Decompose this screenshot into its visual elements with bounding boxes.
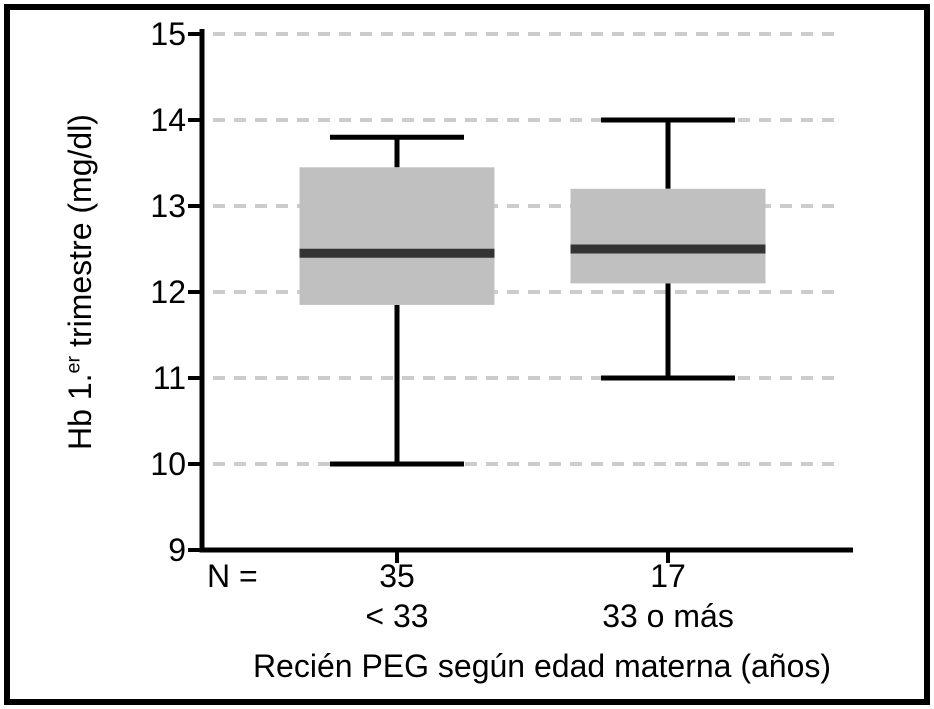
y-tick-label: 12 xyxy=(150,274,186,310)
n-value: 35 xyxy=(379,558,415,594)
y-tick-label: 14 xyxy=(150,102,186,138)
y-tick-label: 11 xyxy=(152,360,186,396)
x-category-label: < 33 xyxy=(365,598,429,634)
y-tick-label: 15 xyxy=(150,16,186,52)
iqr-box xyxy=(570,188,766,284)
y-tick-label: 9 xyxy=(168,532,186,568)
iqr-box xyxy=(299,167,495,305)
x-axis-title: Recién PEG según edad materna (años) xyxy=(252,648,832,684)
y-axis-title: Hb 1.er trimestre (mg/dl) xyxy=(62,114,98,450)
x-category-label: 33 o más xyxy=(602,598,734,634)
y-axis-title-text: Hb 1. xyxy=(62,373,98,450)
y-tick-label: 13 xyxy=(150,188,186,224)
n-equals-label: N = xyxy=(207,558,258,594)
y-axis-title-text: trimestre (mg/dl) xyxy=(62,114,98,356)
n-value: 17 xyxy=(650,558,686,594)
y-axis-title-superscript: er xyxy=(62,355,85,374)
y-tick-label: 10 xyxy=(150,446,186,482)
